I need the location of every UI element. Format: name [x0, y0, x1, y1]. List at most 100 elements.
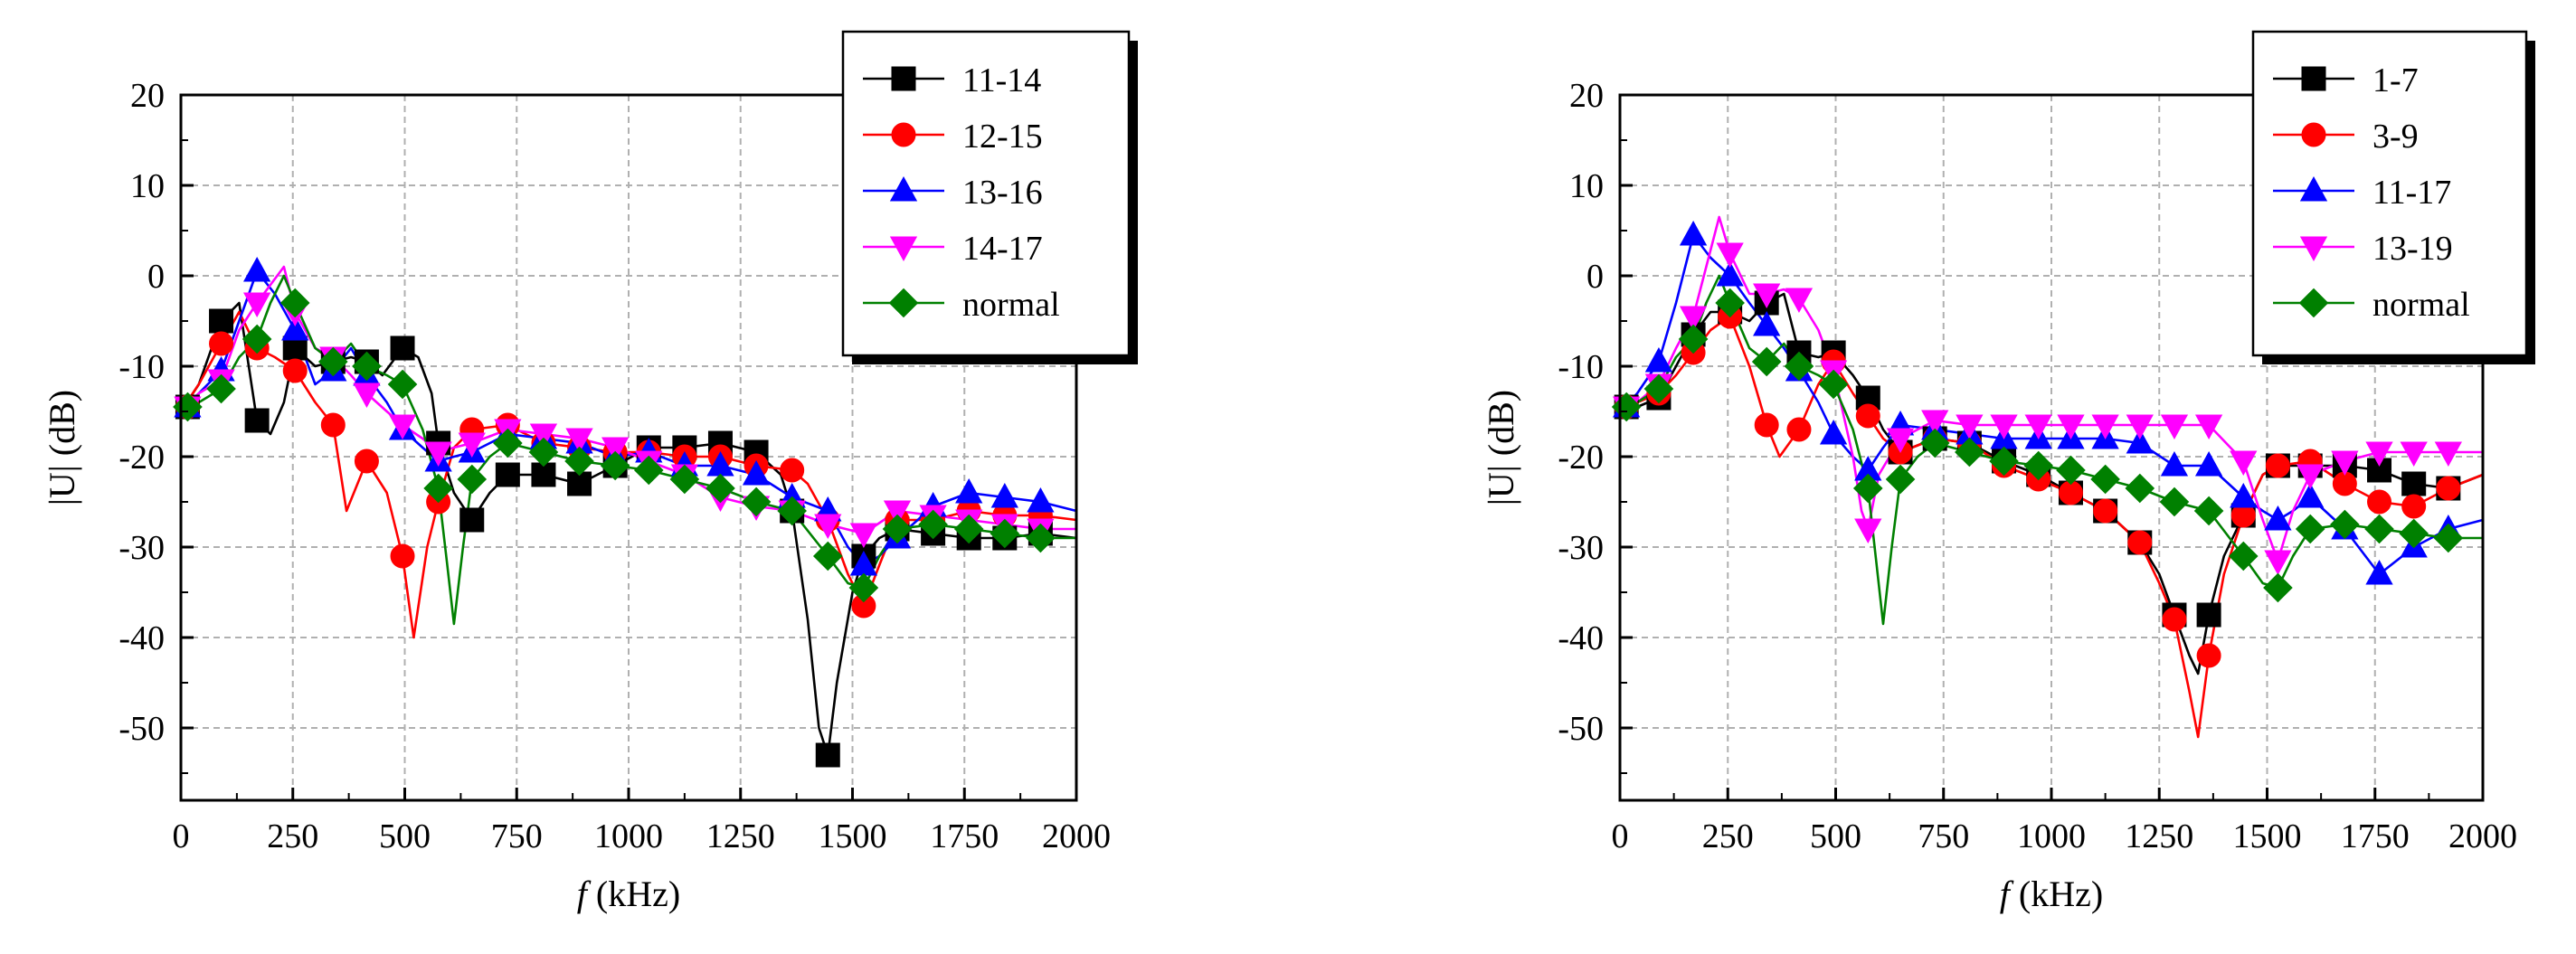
legend-box	[2251, 30, 2528, 357]
grid	[181, 94, 1076, 800]
data-point-11-14	[567, 471, 592, 496]
data-point-normal	[1751, 346, 1782, 377]
data-point-normal	[387, 369, 418, 400]
legend-entry-12-15: 12-15	[863, 118, 1043, 156]
legend-entry-14-17: 14-17	[863, 230, 1043, 268]
y-tick-label: -30	[118, 529, 165, 567]
data-point-13-19	[2434, 441, 2462, 467]
series-line-13-19	[1619, 215, 2483, 562]
data-point-3-9	[2401, 494, 2427, 519]
legend-label: 11-14	[962, 61, 1041, 99]
data-point-3-9	[1754, 412, 1779, 438]
data-point-normal	[2330, 509, 2360, 540]
y-tick-label: -20	[118, 439, 165, 477]
data-point-13-19	[1753, 283, 1781, 308]
data-point-1-7	[1855, 385, 1880, 411]
data-point-normal	[1989, 446, 2019, 477]
data-point-13-16	[281, 316, 309, 341]
data-point-13-19	[2091, 414, 2119, 439]
data-point-normal	[1678, 324, 1709, 354]
data-point-11-14	[209, 308, 234, 334]
data-point-14-17	[849, 523, 878, 548]
legend-entry-3-9: 3-9	[2273, 118, 2419, 156]
legend-marker	[2301, 122, 2326, 147]
data-point-11-14	[531, 462, 556, 487]
x-tick-label: 1250	[2125, 817, 2193, 855]
data-point-3-9	[2127, 530, 2153, 555]
data-point-normal	[1784, 351, 1814, 382]
legend-label: normal	[2372, 286, 2470, 324]
legend-marker	[2299, 236, 2328, 261]
legend-marker	[891, 122, 916, 147]
legend-marker	[888, 288, 919, 318]
data-point-14-17	[529, 423, 558, 449]
data-point-14-17	[353, 383, 381, 408]
data-point-14-17	[458, 432, 486, 458]
legend-entry-13-16: 13-16	[863, 174, 1043, 212]
data-point-14-17	[424, 441, 452, 467]
data-point-13-19	[2230, 450, 2258, 476]
data-point-11-17	[2160, 451, 2189, 477]
data-point-normal	[206, 373, 236, 404]
y-tick-label: -40	[1558, 619, 1604, 657]
data-point-14-17	[388, 414, 417, 439]
legend-entry-11-14: 11-14	[863, 61, 1041, 99]
y-tick-label: -10	[1558, 348, 1604, 386]
x-tick-label: 1500	[2233, 817, 2302, 855]
data-point-11-17	[2264, 505, 2292, 531]
data-point-normal	[2193, 496, 2224, 526]
data-point-normal	[242, 324, 272, 354]
data-point-13-19	[1990, 414, 2018, 439]
legend-entry-normal: normal	[2273, 286, 2470, 324]
x-tick-label: 250	[1702, 817, 1754, 855]
data-point-11-17	[2230, 483, 2258, 508]
data-point-11-14	[815, 742, 840, 768]
series-markers	[1611, 221, 2464, 668]
data-point-normal	[2228, 541, 2259, 571]
legend-entry-13-19: 13-19	[2273, 230, 2453, 268]
x-tick-label: 2000	[1042, 817, 1111, 855]
data-point-3-9	[2367, 489, 2392, 515]
data-point-normal	[2295, 514, 2325, 544]
series-line-normal	[1619, 274, 2483, 626]
data-point-normal	[1955, 437, 1984, 468]
data-point-11-17	[1753, 311, 1781, 336]
data-point-3-9	[2093, 498, 2118, 524]
data-point-normal	[1818, 369, 1849, 400]
legend-label: 13-16	[962, 174, 1043, 212]
data-point-normal	[279, 288, 310, 318]
data-point-normal	[1026, 523, 1056, 553]
data-point-13-19	[1716, 242, 1744, 268]
x-tick-label: 1000	[594, 817, 663, 855]
data-point-13-19	[1886, 428, 1915, 453]
data-point-13-19	[1854, 518, 1882, 543]
data-point-11-17	[1819, 420, 1848, 445]
legend-label: 12-15	[962, 118, 1043, 156]
data-point-11-14	[495, 462, 520, 487]
data-point-normal	[564, 446, 594, 477]
data-point-normal	[2023, 450, 2053, 481]
y-axis-label: |U| (dB)	[1481, 390, 1521, 505]
data-point-normal	[2159, 486, 2190, 517]
x-axis-label-unit: (kHz)	[587, 874, 680, 914]
data-point-normal	[2433, 523, 2464, 553]
data-point-normal	[423, 473, 453, 504]
data-point-normal	[1885, 464, 1916, 495]
data-point-normal	[2399, 518, 2429, 549]
data-point-14-17	[565, 428, 593, 453]
data-point-normal	[741, 486, 772, 517]
data-point-normal	[706, 473, 735, 504]
legend-marker	[891, 66, 916, 91]
y-tick-label: -30	[1558, 529, 1604, 567]
x-tick-label: 0	[1612, 817, 1629, 855]
data-point-3-9	[1786, 417, 1812, 442]
data-point-3-9	[2265, 453, 2290, 478]
x-tick-label: 1750	[2341, 817, 2410, 855]
data-point-11-17	[2126, 429, 2154, 454]
data-point-normal	[352, 351, 382, 382]
y-tick-label: 20	[1569, 77, 1604, 115]
data-point-13-19	[1956, 414, 1984, 439]
data-point-12-15	[354, 449, 379, 474]
data-point-normal	[777, 496, 807, 526]
